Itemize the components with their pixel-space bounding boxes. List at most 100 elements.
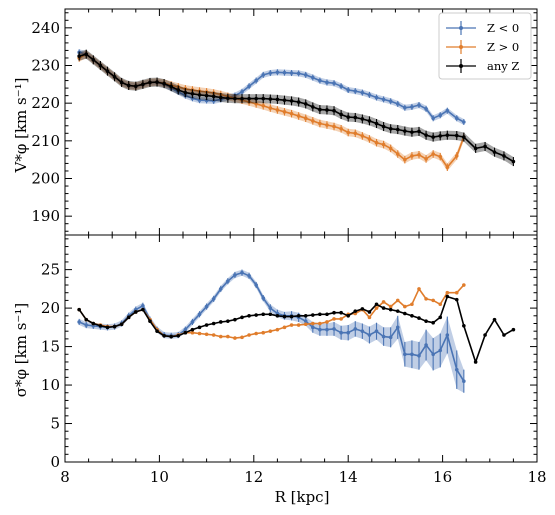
legend-marker-z-negative xyxy=(459,26,463,30)
data-point-z-gt-0-panel-1 xyxy=(381,300,386,304)
data-point-z-lt-0-panel-0 xyxy=(438,113,443,118)
data-point-z-gt-0-panel-1 xyxy=(296,323,301,327)
y-tick-label-panel-0: 240 xyxy=(31,19,60,37)
y-tick-label-panel-1: 0 xyxy=(50,453,60,471)
series-band-z-gt-0-panel-0 xyxy=(79,50,464,171)
data-point-any-z-panel-1 xyxy=(148,319,152,323)
data-point-any-z-panel-1 xyxy=(417,316,421,320)
data-point-z-gt-0-panel-0 xyxy=(325,123,329,127)
data-point-z-gt-0-panel-0 xyxy=(431,152,435,156)
data-point-z-gt-0-panel-1 xyxy=(325,320,329,324)
data-point-any-z-panel-1 xyxy=(218,320,223,324)
data-point-z-gt-0-panel-1 xyxy=(303,322,308,327)
data-point-z-lt-0-panel-0 xyxy=(353,89,358,93)
data-point-z-gt-0-panel-1 xyxy=(282,325,287,330)
data-point-any-z-panel-0 xyxy=(98,63,103,68)
data-point-any-z-panel-0 xyxy=(473,146,478,151)
data-point-any-z-panel-1 xyxy=(169,334,173,339)
data-point-z-lt-0-panel-0 xyxy=(339,84,343,89)
data-point-any-z-panel-1 xyxy=(112,324,117,329)
data-point-z-gt-0-panel-0 xyxy=(367,137,372,141)
data-point-any-z-panel-1 xyxy=(247,313,251,318)
data-point-any-z-panel-1 xyxy=(325,312,329,317)
data-point-any-z-panel-0 xyxy=(247,96,251,101)
data-point-z-gt-0-panel-1 xyxy=(190,330,195,335)
data-point-any-z-panel-1 xyxy=(367,310,372,314)
data-point-any-z-panel-0 xyxy=(410,130,414,134)
data-point-any-z-panel-1 xyxy=(254,313,258,317)
data-point-z-gt-0-panel-0 xyxy=(388,146,393,151)
data-point-z-gt-0-panel-1 xyxy=(204,332,209,337)
data-point-any-z-panel-1 xyxy=(275,313,280,318)
data-point-any-z-panel-0 xyxy=(303,102,308,106)
data-point-z-lt-0-panel-0 xyxy=(268,71,273,75)
data-point-any-z-panel-1 xyxy=(240,315,244,320)
data-point-z-lt-0-panel-1 xyxy=(438,348,443,353)
data-point-z-gt-0-panel-0 xyxy=(424,157,428,161)
data-point-z-lt-0-panel-1 xyxy=(339,330,343,335)
data-point-z-lt-0-panel-1 xyxy=(410,352,414,357)
data-point-z-gt-0-panel-0 xyxy=(268,106,273,110)
data-point-z-gt-0-panel-1 xyxy=(454,290,459,295)
data-point-any-z-panel-1 xyxy=(388,307,393,312)
data-point-any-z-panel-0 xyxy=(169,84,173,89)
data-point-any-z-panel-1 xyxy=(134,310,138,314)
data-point-any-z-panel-1 xyxy=(176,334,181,338)
data-point-z-gt-0-panel-1 xyxy=(261,330,266,335)
x-tick-label: 8 xyxy=(60,468,70,486)
data-point-z-lt-0-panel-0 xyxy=(318,78,322,83)
data-point-z-gt-0-panel-0 xyxy=(303,116,308,121)
data-point-z-lt-0-panel-0 xyxy=(197,98,202,102)
data-point-any-z-panel-1 xyxy=(296,313,301,318)
data-point-any-z-panel-0 xyxy=(332,108,336,113)
data-point-any-z-panel-0 xyxy=(91,58,96,62)
y-tick-label-panel-1: 15 xyxy=(41,338,60,356)
data-point-any-z-panel-0 xyxy=(190,91,195,96)
data-point-z-lt-0-panel-0 xyxy=(261,73,266,77)
data-point-z-lt-0-panel-0 xyxy=(247,84,251,89)
data-point-z-lt-0-panel-1 xyxy=(247,273,251,278)
legend-label-z-negative: Z < 0 xyxy=(487,21,519,35)
data-point-z-gt-0-panel-0 xyxy=(374,140,379,145)
data-point-any-z-panel-0 xyxy=(268,97,273,101)
data-point-z-lt-0-panel-1 xyxy=(367,333,372,337)
data-point-any-z-panel-0 xyxy=(282,98,287,102)
data-point-any-z-panel-1 xyxy=(155,329,159,333)
y-tick-label-panel-0: 210 xyxy=(31,132,60,150)
data-point-z-gt-0-panel-1 xyxy=(197,331,202,336)
data-point-z-gt-0-panel-1 xyxy=(254,331,258,336)
data-point-z-gt-0-panel-1 xyxy=(395,298,400,303)
data-point-z-lt-0-panel-1 xyxy=(388,335,393,340)
data-point-any-z-panel-0 xyxy=(424,133,428,137)
data-point-any-z-panel-1 xyxy=(105,325,110,330)
data-point-z-gt-0-panel-0 xyxy=(296,114,301,118)
data-point-z-lt-0-panel-0 xyxy=(395,102,400,106)
data-point-z-gt-0-panel-0 xyxy=(318,121,322,126)
data-point-z-gt-0-panel-0 xyxy=(381,142,386,147)
data-point-z-gt-0-panel-1 xyxy=(289,323,294,327)
data-point-z-lt-0-panel-1 xyxy=(218,287,223,291)
data-point-any-z-panel-0 xyxy=(105,69,110,73)
data-point-any-z-panel-0 xyxy=(502,154,506,158)
x-tick-label: 12 xyxy=(244,468,263,486)
data-point-any-z-panel-1 xyxy=(395,309,400,313)
data-point-any-z-panel-1 xyxy=(98,324,103,328)
data-point-z-lt-0-panel-1 xyxy=(360,329,365,333)
panels-layer: 190 200 210 220 230 240 0 5 10 15 20 25 8 10 12 14 16 18 xyxy=(31,8,547,486)
data-point-z-lt-0-panel-0 xyxy=(296,71,301,76)
data-point-any-z-panel-0 xyxy=(162,81,166,86)
data-point-z-lt-0-panel-0 xyxy=(367,93,372,97)
data-point-any-z-panel-0 xyxy=(254,96,258,101)
data-point-any-z-panel-1 xyxy=(261,312,266,317)
data-point-z-lt-0-panel-0 xyxy=(346,88,351,92)
data-point-any-z-panel-0 xyxy=(381,124,386,129)
data-point-z-gt-0-panel-1 xyxy=(226,334,230,339)
data-point-z-lt-0-panel-0 xyxy=(311,75,315,80)
data-point-any-z-panel-0 xyxy=(438,134,443,138)
data-point-z-lt-0-panel-1 xyxy=(445,333,450,337)
data-point-any-z-panel-1 xyxy=(162,334,166,338)
data-point-z-lt-0-panel-1 xyxy=(240,270,244,275)
data-point-any-z-panel-1 xyxy=(303,313,308,318)
data-point-z-gt-0-panel-1 xyxy=(424,297,428,301)
